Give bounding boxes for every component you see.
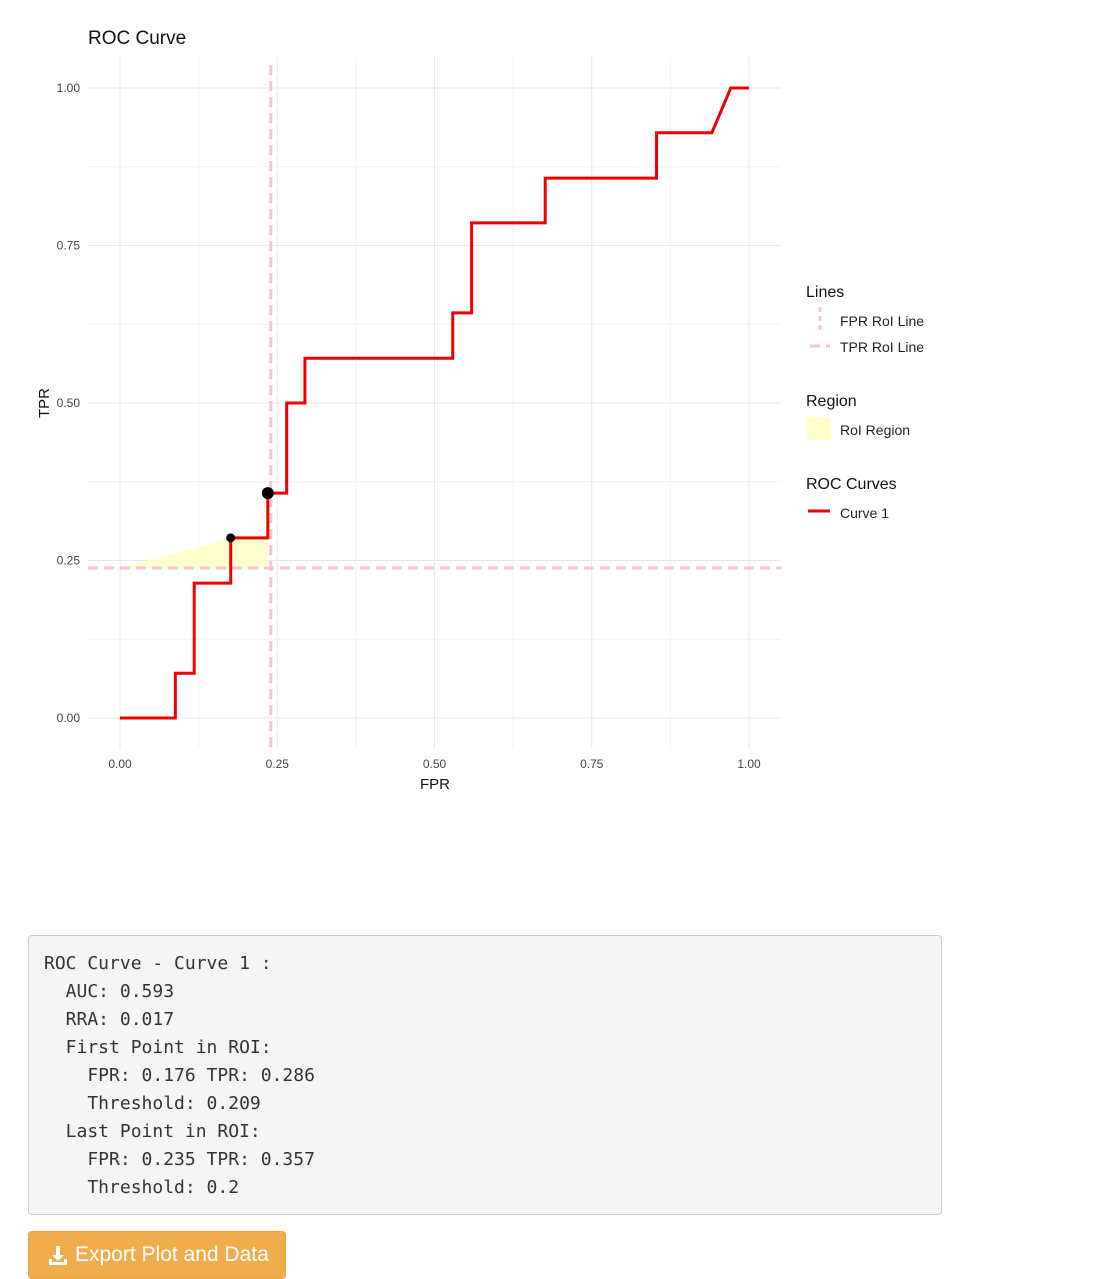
roi-region [120,493,268,569]
roc-chart-svg: 0.00 0.25 0.50 0.75 1.00 0.00 0.25 0.50 0.75 1.00… [36,28,924,793]
output-line: ROC Curve - Curve 1 : [44,953,272,974]
output-text-box: ROC Curve - Curve 1 : AUC: 0.593 RRA: 0.… [28,935,942,1215]
output-line: Last Point in ROI: [44,1121,261,1142]
legend-lines-title: Lines [806,284,844,301]
legend-tpr-line-label: TPR RoI Line [840,339,924,355]
legend-curves-title: ROC Curves [806,476,897,493]
chart-title: ROC Curve [88,28,186,49]
y-tick-label: 0.50 [57,396,81,410]
legend-fpr-line-label: FPR RoI Line [840,313,924,329]
output-line: FPR: 0.176 TPR: 0.286 [44,1065,315,1086]
legend-region-key [807,417,831,440]
roc-chart: 0.00 0.25 0.50 0.75 1.00 0.00 0.25 0.50 0.75 1.00… [36,28,924,793]
output-line: FPR: 0.235 TPR: 0.357 [44,1149,315,1170]
x-tick-label: 0.25 [266,757,290,771]
x-axis-label: FPR [420,776,450,793]
legend-region-title: Region [806,393,857,410]
x-tick-label: 0.75 [580,757,604,771]
x-tick-label: 1.00 [737,757,761,771]
output-line: RRA: 0.017 [44,1009,175,1030]
roc-curve-line [120,86,749,720]
roi-last-point [261,487,274,500]
x-tick-label: 0.50 [423,757,447,771]
legend-region-label: RoI Region [840,422,910,438]
download-icon [47,1244,69,1266]
output-line: Threshold: 0.2 [44,1177,240,1198]
output-line: First Point in ROI: [44,1037,272,1058]
y-tick-label: 1.00 [57,81,81,95]
y-tick-label: 0.00 [57,711,81,725]
y-axis-label: TPR [36,388,53,418]
x-tick-label: 0.00 [108,757,132,771]
y-tick-label: 0.25 [57,554,81,568]
legend-curve-label: Curve 1 [840,505,889,521]
export-plot-button[interactable]: Export Plot and Data [28,1231,286,1279]
y-tick-label: 0.75 [57,239,81,253]
export-button-label: Export Plot and Data [75,1243,269,1266]
output-line: Threshold: 0.209 [44,1093,261,1114]
roi-first-point [226,533,236,543]
output-line: AUC: 0.593 [44,981,175,1002]
